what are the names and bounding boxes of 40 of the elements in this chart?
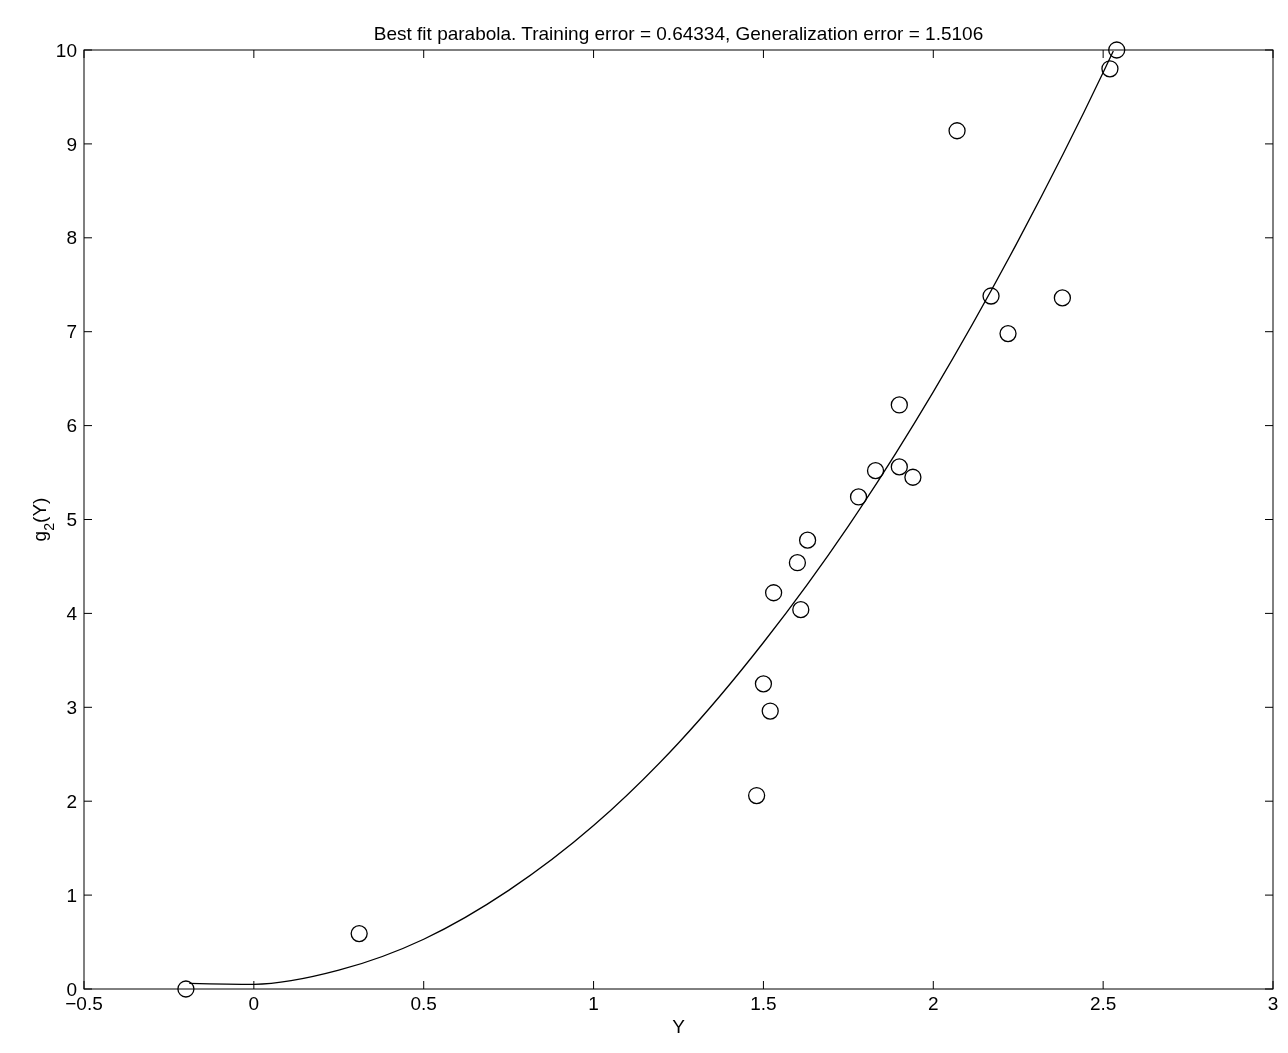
chart-title: Best fit parabola. Training error = 0.64334, Generalization error = 1.5106 bbox=[373, 23, 984, 44]
x-tick-label: 1 bbox=[588, 993, 599, 1014]
y-tick-label: 3 bbox=[66, 696, 77, 718]
x-tick-label: 1.5 bbox=[750, 993, 777, 1014]
point bbox=[1053, 289, 1072, 307]
point bbox=[798, 531, 817, 549]
y-tick-label: 8 bbox=[66, 227, 77, 249]
point bbox=[747, 786, 766, 805]
x-axis-title: Y bbox=[672, 1016, 686, 1037]
y-tick-label: 1 bbox=[66, 884, 77, 906]
x-tick-label: 0 bbox=[248, 993, 260, 1014]
point bbox=[948, 122, 966, 140]
point bbox=[1101, 60, 1119, 78]
point bbox=[849, 488, 868, 506]
point bbox=[890, 396, 908, 414]
point bbox=[982, 287, 1000, 305]
point bbox=[761, 702, 779, 720]
point bbox=[904, 468, 922, 486]
y-tick-label: 7 bbox=[66, 321, 77, 343]
point bbox=[999, 324, 1017, 343]
y-tick-label: 2 bbox=[66, 790, 77, 812]
x-tick-label: 0.5 bbox=[410, 993, 437, 1014]
x-tick-label: 3 bbox=[1267, 993, 1279, 1014]
point bbox=[177, 980, 195, 998]
x-tick-label: 2.5 bbox=[1089, 993, 1117, 1014]
point bbox=[350, 924, 368, 943]
y-tick-label: 0 bbox=[66, 978, 77, 1000]
point bbox=[792, 600, 810, 619]
point bbox=[754, 675, 773, 693]
y-tick-label: 6 bbox=[66, 415, 77, 437]
point bbox=[764, 584, 783, 602]
x-tick-label: 2 bbox=[928, 993, 939, 1014]
y-tick-label: 4 bbox=[66, 603, 78, 625]
y-tick-label: 9 bbox=[66, 133, 77, 155]
point bbox=[1108, 41, 1126, 59]
y-tick-label: 5 bbox=[66, 509, 77, 531]
point bbox=[788, 554, 807, 572]
y-tick-label: 10 bbox=[55, 39, 77, 61]
point bbox=[890, 458, 908, 476]
point bbox=[866, 462, 885, 480]
